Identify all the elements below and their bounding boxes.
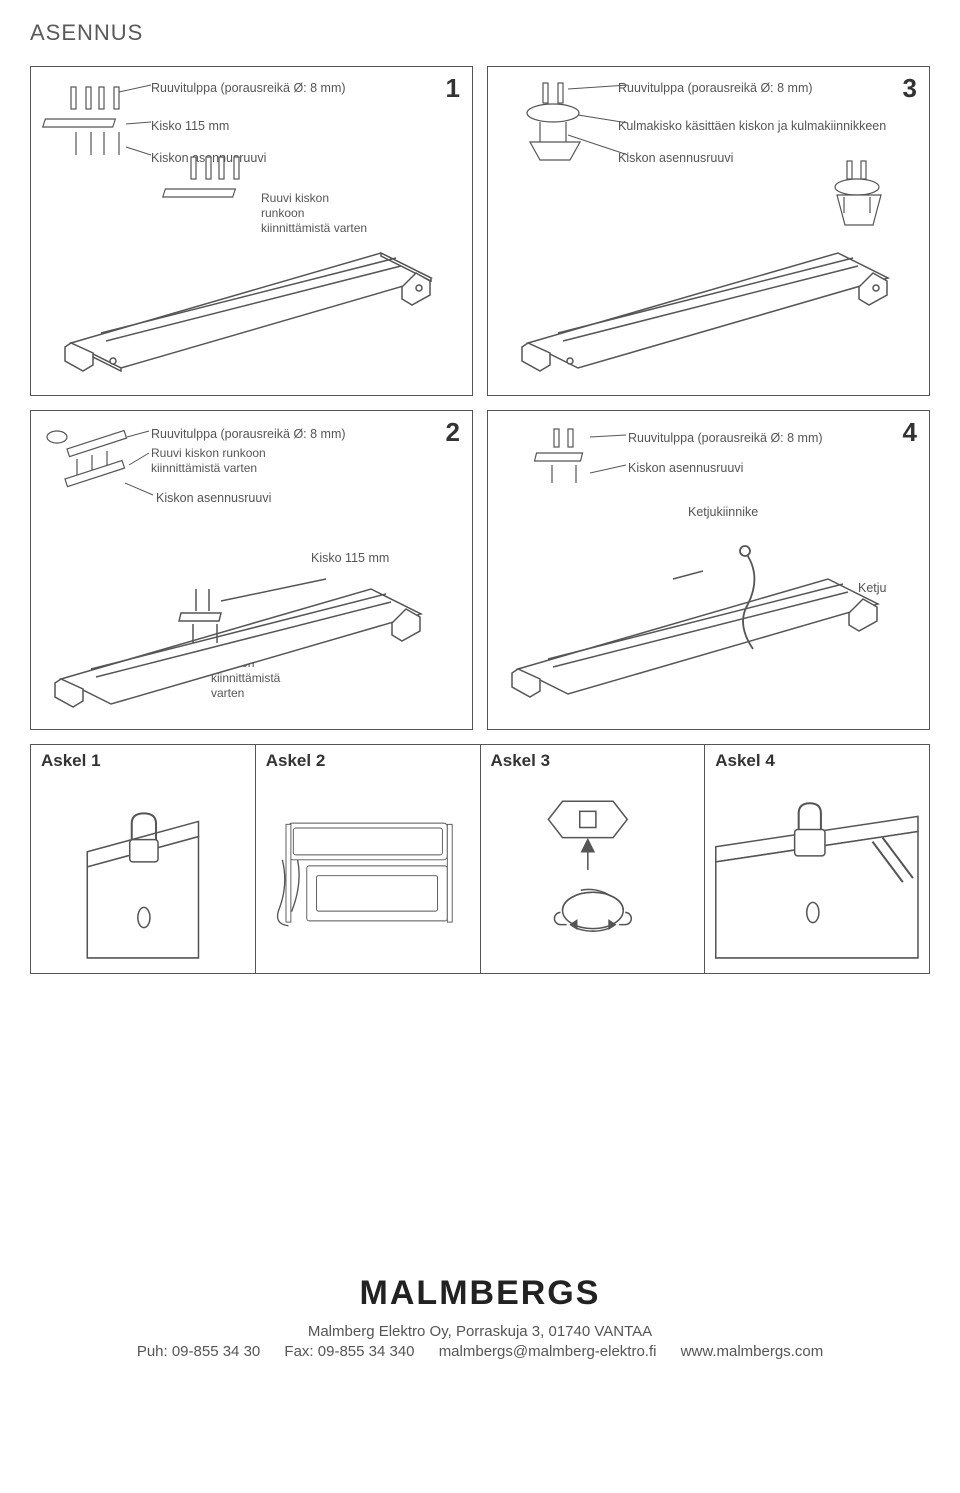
step-drawing xyxy=(489,781,697,963)
step-drawing xyxy=(713,781,921,963)
step-1: Askel 1 xyxy=(30,744,256,974)
step-title: Askel 2 xyxy=(266,751,326,771)
footer-phone: Puh: 09-855 34 30 xyxy=(137,1343,260,1360)
logo: MALMBERGS xyxy=(30,1274,930,1313)
footer-email: malmbergs@malmberg-elektro.fi xyxy=(439,1343,657,1360)
footer-contacts: Puh: 09-855 34 30 Fax: 09-855 34 340 mal… xyxy=(30,1343,930,1360)
step-title: Askel 1 xyxy=(41,751,101,771)
panel-4: 4 Ruuvitulppa (porausreikä Ø: 8 mm) Kisk… xyxy=(487,410,930,730)
step-3: Askel 3 xyxy=(481,744,706,974)
step-drawing xyxy=(39,781,247,963)
step-2: Askel 2 xyxy=(256,744,481,974)
panel-row-2: 2 Ruuvitulppa (porausreikä Ø: 8 mm) Ruuv… xyxy=(30,410,930,730)
panel-number: 4 xyxy=(903,417,917,448)
fixture-drawing xyxy=(518,233,898,373)
step-4: Askel 4 xyxy=(705,744,930,974)
fixture-drawing xyxy=(508,519,898,709)
hardware-icon xyxy=(508,77,728,247)
panel-2: 2 Ruuvitulppa (porausreikä Ø: 8 mm) Ruuv… xyxy=(30,410,473,730)
fixture-drawing xyxy=(51,539,431,709)
panel-1: 1 Ruuvitulppa (porausreikä Ø: 8 mm) Kisk… xyxy=(30,66,473,396)
page-title: ASENNUS xyxy=(30,20,930,46)
step-title: Askel 4 xyxy=(715,751,775,771)
footer-web: www.malmbergs.com xyxy=(681,1343,824,1360)
panel-number: 1 xyxy=(446,73,460,104)
panel-row-1: 1 Ruuvitulppa (porausreikä Ø: 8 mm) Kisk… xyxy=(30,66,930,396)
label-part: Ruuvi kiskon xyxy=(261,191,329,205)
panel-number: 2 xyxy=(446,417,460,448)
footer: MALMBERGS Malmberg Elektro Oy, Porraskuj… xyxy=(30,1274,930,1360)
label-ruuvi-kiskon: Ruuvi kiskon runkoon kiinnittämistä vart… xyxy=(261,191,367,236)
steps-row: Askel 1 Askel 2 xyxy=(30,744,930,974)
fixture-drawing xyxy=(61,233,441,373)
panel-3: 3 Ruuvitulppa (porausreikä Ø: 8 mm) Kulm… xyxy=(487,66,930,396)
label-part: runkoon xyxy=(261,206,304,220)
hardware-icon xyxy=(37,419,237,549)
panel-number: 3 xyxy=(903,73,917,104)
hardware-icon xyxy=(41,77,261,247)
step-title: Askel 3 xyxy=(491,751,551,771)
footer-address: Malmberg Elektro Oy, Porraskuja 3, 01740… xyxy=(30,1323,930,1340)
step-drawing xyxy=(264,781,472,963)
footer-fax: Fax: 09-855 34 340 xyxy=(284,1343,414,1360)
